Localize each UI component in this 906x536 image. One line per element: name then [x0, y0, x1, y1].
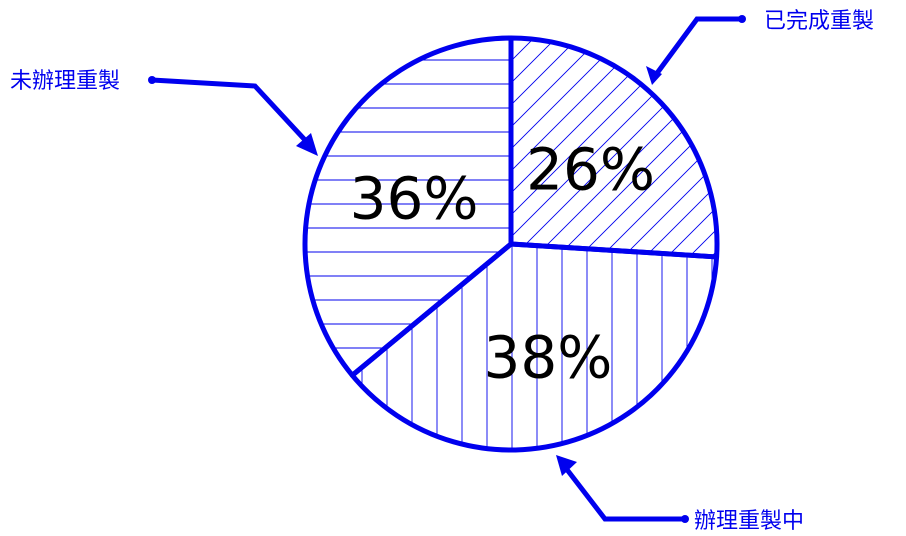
callout-completed: 已完成重製: [646, 9, 874, 85]
pie-slice-not-started: [302, 35, 514, 378]
pie-slices: [302, 35, 720, 453]
callout-not-started: 未辦理重製: [10, 69, 318, 156]
pie-percent-labels: 26% 38% 36%: [350, 135, 655, 391]
callout-dot-in-progress: [681, 515, 689, 523]
legend-label-in-progress: 辦理重製中: [694, 509, 804, 534]
callout-dot-completed: [738, 15, 746, 23]
callout-leader-completed: [649, 16, 742, 82]
callout-arrow-in-progress: [556, 455, 577, 476]
pie-percent-label-not-started: 36%: [350, 164, 479, 232]
pie-percent-label-completed: 26%: [526, 135, 655, 203]
pie-slice-completed: [508, 35, 720, 260]
pie-percent-label-in-progress: 38%: [483, 324, 612, 392]
legend-label-completed: 已完成重製: [764, 9, 874, 34]
pie-slice-in-progress: [349, 241, 720, 453]
callout-leader-in-progress: [563, 465, 685, 522]
legend-label-not-started: 未辦理重製: [10, 69, 120, 94]
callout-leader-not-started: [151, 77, 307, 142]
callout-arrow-completed: [646, 66, 662, 85]
callout-in-progress: 辦理重製中: [556, 455, 804, 534]
callout-arrow-not-started: [296, 133, 318, 156]
callout-dot-not-started: [148, 76, 156, 84]
